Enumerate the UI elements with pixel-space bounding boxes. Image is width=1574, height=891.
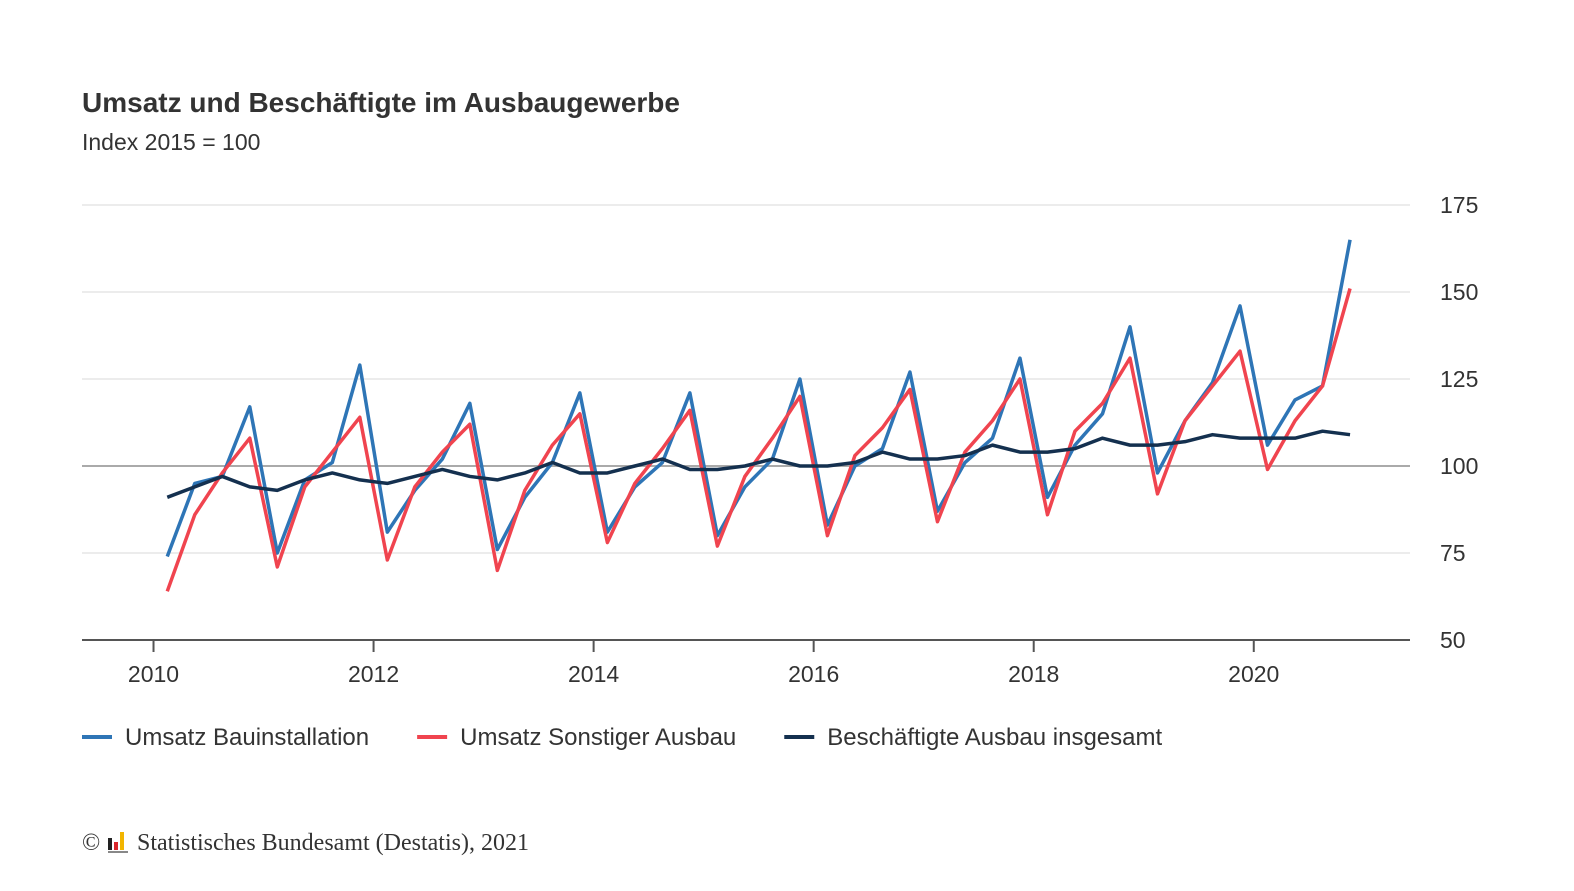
- series-line: [165, 288, 1352, 592]
- series-line: [166, 429, 1351, 499]
- x-tick-label: 2020: [1228, 661, 1279, 687]
- x-tick-label: 2016: [788, 661, 839, 687]
- chart-subtitle: Index 2015 = 100: [82, 129, 260, 155]
- y-tick-label: 175: [1440, 192, 1478, 218]
- legend-label: Umsatz Sonstiger Ausbau: [460, 724, 736, 751]
- y-tick-label: 50: [1440, 627, 1466, 653]
- x-tick-label: 2010: [128, 661, 179, 687]
- x-tick-label: 2012: [348, 661, 399, 687]
- legend-label: Umsatz Bauinstallation: [125, 724, 369, 751]
- y-tick-label: 100: [1440, 453, 1478, 479]
- logo: [108, 832, 128, 853]
- series-line: [165, 239, 1352, 558]
- chart-title: Umsatz und Beschäftigte im Ausbaugewerbe: [82, 87, 680, 118]
- y-tick-label: 125: [1440, 366, 1478, 392]
- source: Statistisches Bundesamt (Destatis), 2021: [137, 830, 529, 856]
- legend-label: Beschäftigte Ausbau insgesamt: [827, 724, 1162, 751]
- y-tick-label: 150: [1440, 279, 1478, 305]
- copyright: ©: [82, 830, 100, 856]
- x-tick-label: 2018: [1008, 661, 1059, 687]
- x-tick-label: 2014: [568, 661, 619, 687]
- y-tick-label: 75: [1440, 540, 1466, 566]
